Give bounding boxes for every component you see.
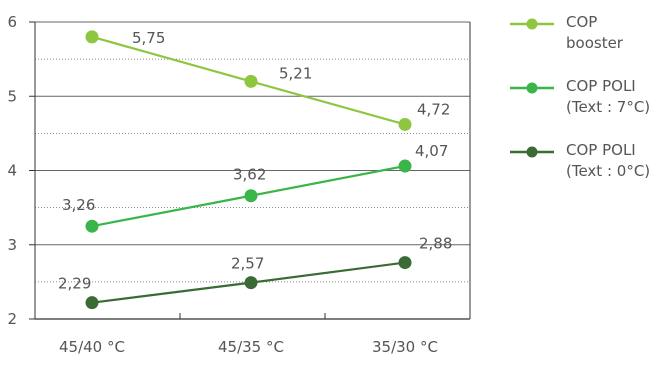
series-group xyxy=(85,30,412,310)
y-tick-label: 4 xyxy=(7,162,17,180)
x-tick-label: 45/40 °C xyxy=(59,338,125,356)
legend: COP booster COP POLI (Text : 7°C) COP PO… xyxy=(510,12,660,204)
x-tick-label: 45/35 °C xyxy=(218,338,284,356)
data-point xyxy=(85,30,99,44)
legend-dot xyxy=(526,146,538,158)
labels-group: 5,75 5,21 4,72 3,26 3,62 4,07 2,29 2,57 2,88 xyxy=(58,29,452,293)
data-label: 2,29 xyxy=(58,275,91,293)
data-point xyxy=(398,256,412,270)
legend-marker-icon xyxy=(510,18,554,30)
gridlines xyxy=(35,21,470,283)
data-point xyxy=(398,159,412,173)
x-tick-label: 35/30 °C xyxy=(372,338,438,356)
data-label: 4,72 xyxy=(417,100,450,118)
axes: 2 3 4 5 6 45/40 °C 45/35 °C 35/30 °C xyxy=(7,13,471,356)
data-point xyxy=(244,276,258,290)
line-chart: 2 3 4 5 6 45/40 °C 45/35 °C 35/30 °C 5,75 5,21 4,… xyxy=(7,13,471,356)
data-label: 2,88 xyxy=(419,235,452,253)
legend-dot xyxy=(526,82,538,94)
legend-item-cop-booster: COP booster xyxy=(510,12,660,76)
legend-marker-icon xyxy=(510,82,554,94)
data-label: 5,21 xyxy=(279,64,312,82)
data-point xyxy=(244,74,258,88)
y-tick-label: 3 xyxy=(7,236,17,254)
legend-label-cop-booster: COP booster xyxy=(566,13,623,52)
data-label: 2,57 xyxy=(231,255,264,273)
legend-marker-icon xyxy=(510,146,554,158)
y-tick-label: 6 xyxy=(7,13,17,31)
y-tick-label: 5 xyxy=(7,87,17,105)
data-label: 3,26 xyxy=(62,196,95,214)
data-point xyxy=(244,189,258,203)
data-label: 3,62 xyxy=(233,166,266,184)
data-point xyxy=(398,117,412,131)
legend-dot xyxy=(526,18,538,30)
legend-label-cop-poli-0: COP POLI (Text : 0°C) xyxy=(566,141,651,180)
data-label: 4,07 xyxy=(415,142,448,160)
legend-item-cop-poli-0: COP POLI (Text : 0°C) xyxy=(510,140,660,204)
data-point xyxy=(85,296,99,310)
y-tick-label: 2 xyxy=(7,310,17,328)
legend-item-cop-poli-7: COP POLI (Text : 7°C) xyxy=(510,76,660,140)
data-label: 5,75 xyxy=(132,29,165,47)
data-point xyxy=(85,219,99,233)
legend-label-cop-poli-7: COP POLI (Text : 7°C) xyxy=(566,77,651,116)
